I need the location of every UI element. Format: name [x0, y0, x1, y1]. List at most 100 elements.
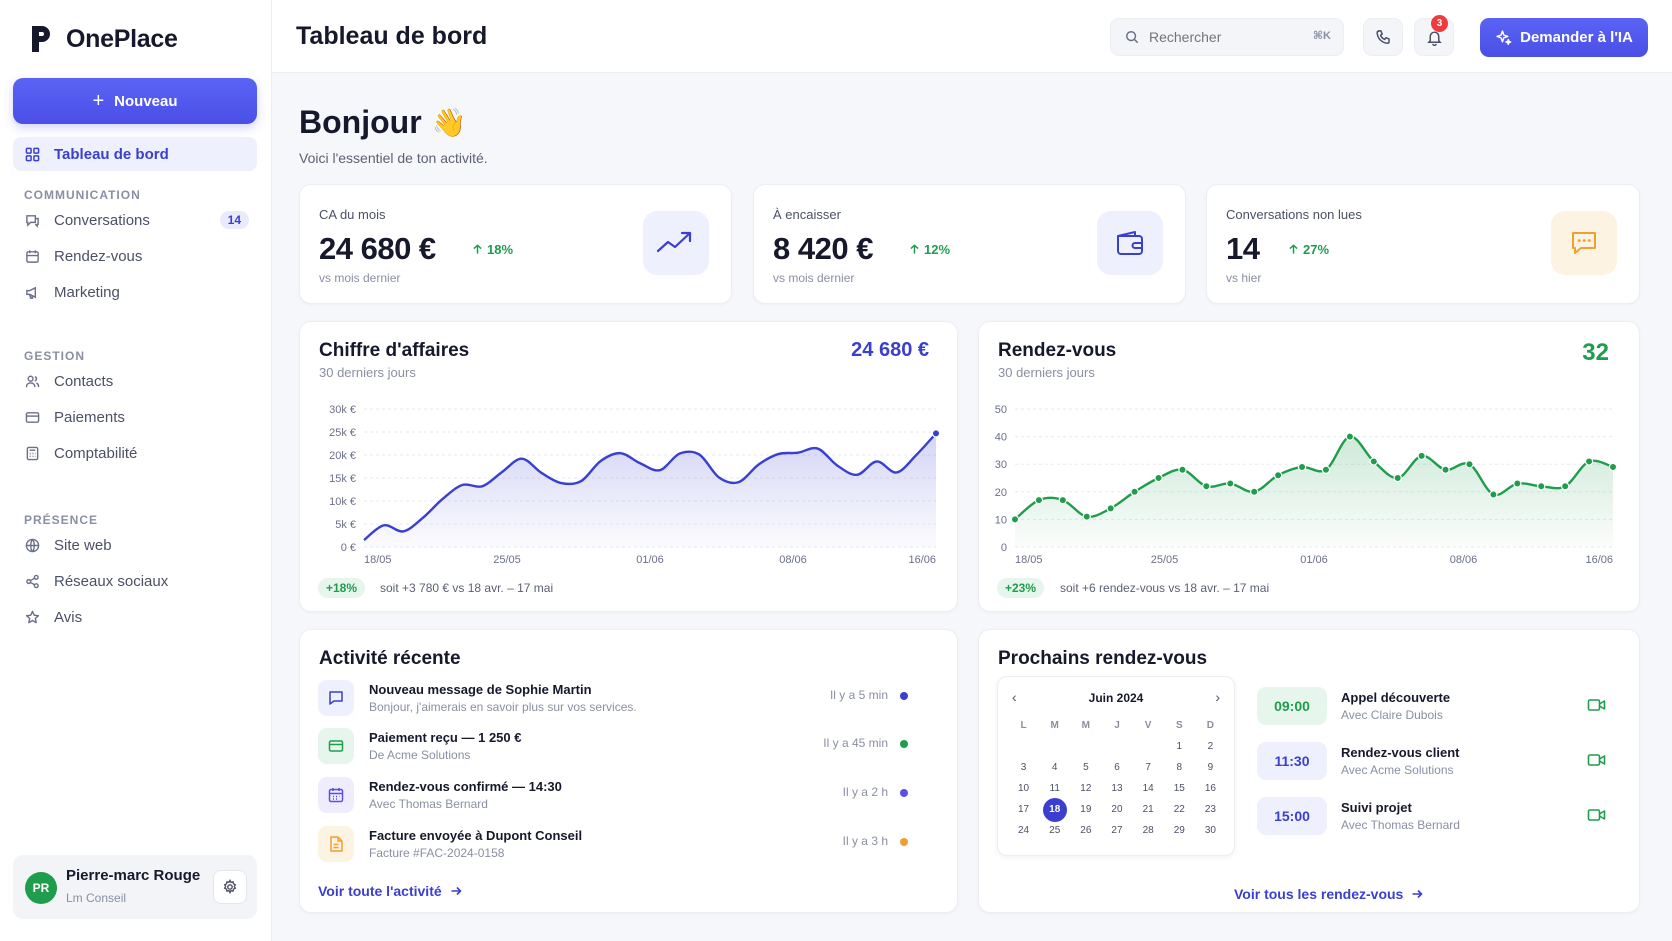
data-point[interactable] [1441, 465, 1450, 474]
view-all-appointments-link[interactable]: Voir tous les rendez-vous [1234, 886, 1423, 902]
sidebar-item-dashboard[interactable]: Tableau de bord [13, 137, 257, 171]
data-point[interactable] [1154, 473, 1163, 483]
sidebar-item-conversations[interactable]: Conversations 14 [13, 203, 257, 237]
calendar-day[interactable]: 16 [1204, 783, 1216, 794]
data-point[interactable] [1034, 495, 1044, 505]
data-point[interactable] [1273, 471, 1283, 480]
data-point[interactable] [1202, 482, 1211, 491]
activity-item[interactable]: Nouveau message de Sophie Martin Bonjour… [318, 680, 928, 722]
calendar-day[interactable]: 2 [1207, 741, 1214, 752]
sidebar-item-contacts[interactable]: Contacts [13, 364, 257, 398]
calendar-day[interactable]: 19 [1080, 804, 1092, 815]
data-point[interactable] [1369, 457, 1378, 466]
calendar-day[interactable]: 17 [1018, 804, 1030, 815]
data-point[interactable] [1465, 459, 1474, 469]
data-point[interactable] [1560, 482, 1570, 491]
calendar-day[interactable]: 27 [1111, 825, 1123, 836]
data-point[interactable] [1178, 465, 1187, 474]
calendar-day[interactable]: 23 [1204, 804, 1216, 815]
calendar-day[interactable]: 18 [1039, 797, 1070, 822]
user-card[interactable]: PR Pierre-marc Rouge Lm Conseil [13, 855, 257, 919]
appointment-item[interactable]: 11:30 Rendez-vous client Avec Acme Solut… [1257, 742, 1607, 782]
y-tick-label: 15k € [329, 473, 356, 485]
data-point[interactable] [1010, 515, 1020, 524]
ask-ai-button[interactable]: Demander à l'IA [1480, 18, 1648, 57]
calendar-day[interactable]: 7 [1145, 762, 1151, 773]
calendar-day[interactable]: 14 [1142, 783, 1154, 794]
video-icon[interactable] [1587, 752, 1607, 768]
calendar-day[interactable]: 26 [1080, 825, 1092, 836]
calendar-day[interactable]: 20 [1111, 804, 1123, 815]
sidebar-item-label: Marketing [54, 283, 120, 301]
data-point[interactable] [1226, 479, 1235, 488]
calendar-day[interactable]: 11 [1049, 783, 1060, 794]
data-point[interactable] [1513, 479, 1522, 488]
calendar-day[interactable]: 15 [1173, 783, 1185, 794]
calendar-day[interactable]: 24 [1018, 825, 1030, 836]
data-point[interactable] [1106, 504, 1115, 513]
calendar-day[interactable]: 1 [1176, 741, 1183, 752]
video-icon[interactable] [1587, 697, 1607, 713]
calendar-day[interactable]: 10 [1018, 783, 1030, 794]
sidebar-item-site-web[interactable]: Site web [13, 528, 257, 562]
calendar-day[interactable]: 3 [1020, 762, 1027, 773]
data-point[interactable] [1345, 432, 1355, 441]
data-point[interactable] [1393, 473, 1402, 483]
new-button[interactable]: + Nouveau [13, 78, 257, 124]
sidebar-item-rendez-vous[interactable]: Rendez-vous [13, 239, 257, 273]
data-point[interactable] [1321, 465, 1331, 474]
logo[interactable]: OnePlace [30, 24, 178, 54]
calendar-day[interactable]: 22 [1173, 804, 1185, 815]
data-point[interactable] [1297, 462, 1307, 472]
calendar-day[interactable]: 6 [1114, 762, 1120, 773]
data-point[interactable] [1058, 495, 1068, 505]
notifications-button[interactable]: 3 [1414, 15, 1454, 56]
sidebar-item-comptabilite[interactable]: Comptabilité [13, 436, 257, 470]
sidebar-item-marketing[interactable]: Marketing [13, 275, 257, 309]
data-point[interactable] [931, 429, 941, 438]
calendar-day[interactable]: 25 [1049, 825, 1061, 836]
data-point[interactable] [1130, 487, 1139, 496]
calendar-day[interactable]: 21 [1142, 804, 1154, 815]
arrow-right-icon [1412, 889, 1423, 899]
kpi-icon-tile [643, 211, 709, 275]
chevron-right-icon[interactable]: › [1215, 689, 1220, 705]
data-point[interactable] [1584, 457, 1594, 466]
calendar-day[interactable]: 13 [1111, 783, 1123, 794]
calendar-month: Juin 2024 [1088, 691, 1144, 705]
kpi-card-unread-conversations[interactable]: Conversations non lues 14 27% vs hier [1206, 184, 1640, 304]
chevron-left-icon[interactable]: ‹ [1012, 689, 1017, 705]
calendar-day[interactable]: 5 [1083, 762, 1089, 773]
calendar-day[interactable]: 12 [1080, 783, 1092, 794]
video-icon[interactable] [1587, 807, 1607, 823]
data-point[interactable] [1082, 512, 1091, 521]
phone-button[interactable] [1363, 18, 1403, 56]
view-all-activity-link[interactable]: Voir toute l'activité [318, 883, 462, 899]
appointment-item[interactable]: 09:00 Appel découverte Avec Claire Duboi… [1257, 687, 1607, 727]
sidebar-item-paiements[interactable]: Paiements [13, 400, 257, 434]
activity-item[interactable]: Facture envoyée à Dupont Conseil Facture… [318, 826, 928, 868]
calendar-day[interactable]: 30 [1204, 825, 1216, 836]
kpi-card-revenue[interactable]: CA du mois 24 680 € 18% vs mois dernier [299, 184, 732, 304]
data-point[interactable] [1489, 490, 1498, 499]
data-point[interactable] [1417, 451, 1426, 461]
calendar-day[interactable]: 9 [1207, 762, 1214, 773]
activity-item[interactable]: Paiement reçu — 1 250 € De Acme Solution… [318, 728, 928, 770]
calendar-day[interactable]: 28 [1142, 825, 1154, 836]
data-point[interactable] [1250, 487, 1259, 496]
calendar-day[interactable]: 29 [1173, 825, 1185, 836]
search-box[interactable]: ⌘K [1110, 18, 1344, 56]
sidebar-item-reseaux-sociaux[interactable]: Réseaux sociaux [13, 564, 257, 598]
kpi-delta: 12% [909, 242, 950, 257]
calendar-day[interactable]: 8 [1176, 762, 1183, 773]
data-point[interactable] [1608, 462, 1618, 472]
search-input[interactable] [1149, 29, 1299, 45]
settings-button[interactable] [213, 870, 247, 904]
data-point[interactable] [1537, 482, 1546, 491]
activity-item[interactable]: Rendez-vous confirmé — 14:30 Avec Thomas… [318, 777, 928, 819]
sidebar-item-avis[interactable]: Avis [13, 600, 257, 634]
calendar-selected-day[interactable]: 18 [1042, 797, 1067, 822]
kpi-card-receivable[interactable]: À encaisser 8 420 € 12% vs mois dernier [753, 184, 1186, 304]
appointment-item[interactable]: 15:00 Suivi projet Avec Thomas Bernard [1257, 797, 1607, 837]
calendar-day[interactable]: 4 [1051, 762, 1058, 773]
